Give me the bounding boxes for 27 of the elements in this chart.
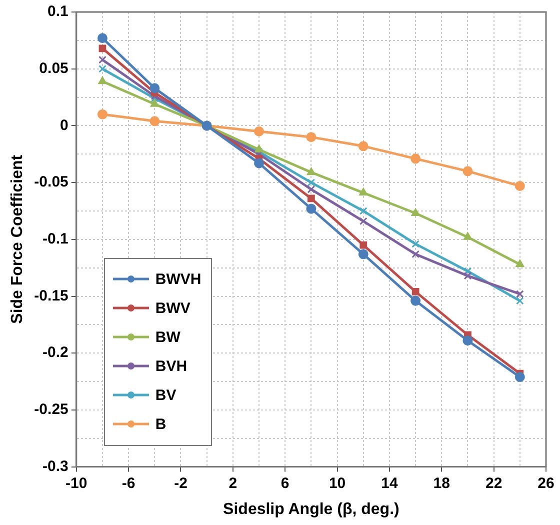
x-tick-label: 26 xyxy=(538,474,554,492)
y-tick-label: -0.3 xyxy=(42,458,68,475)
legend-label: BV xyxy=(155,386,176,404)
x-tick-label: 22 xyxy=(485,474,502,492)
y-axis-title: Side Force Coefficient xyxy=(9,154,26,324)
y-tick-label: -0.15 xyxy=(34,287,68,304)
y-tick-label: -0.05 xyxy=(34,174,68,191)
y-tick-label: -0.2 xyxy=(42,344,68,362)
y-tick-label: -0.25 xyxy=(34,401,68,418)
x-axis-title: Sideslip Angle (β, deg.) xyxy=(223,500,400,518)
legend-label: BVH xyxy=(155,358,188,375)
legend-label: BW xyxy=(155,328,180,346)
x-tick-label: -6 xyxy=(122,474,136,492)
x-tick-label: 6 xyxy=(280,474,290,492)
x-tick-label: -2 xyxy=(174,474,188,492)
x-tick-label: 14 xyxy=(381,474,398,492)
y-tick-label: 0 xyxy=(60,116,68,134)
legend-label: B xyxy=(155,416,166,433)
y-tick-label: -0.1 xyxy=(42,230,68,248)
x-tick-label: 18 xyxy=(433,474,450,492)
x-tick-label: 2 xyxy=(228,474,238,492)
legend-label: BWVH xyxy=(155,270,202,288)
x-tick-label: 10 xyxy=(328,474,346,492)
legend-label: BWV xyxy=(155,300,190,317)
y-tick-label: 0.05 xyxy=(39,60,68,77)
x-tick-label: -10 xyxy=(66,474,88,492)
y-tick-label: 0.1 xyxy=(48,3,68,20)
